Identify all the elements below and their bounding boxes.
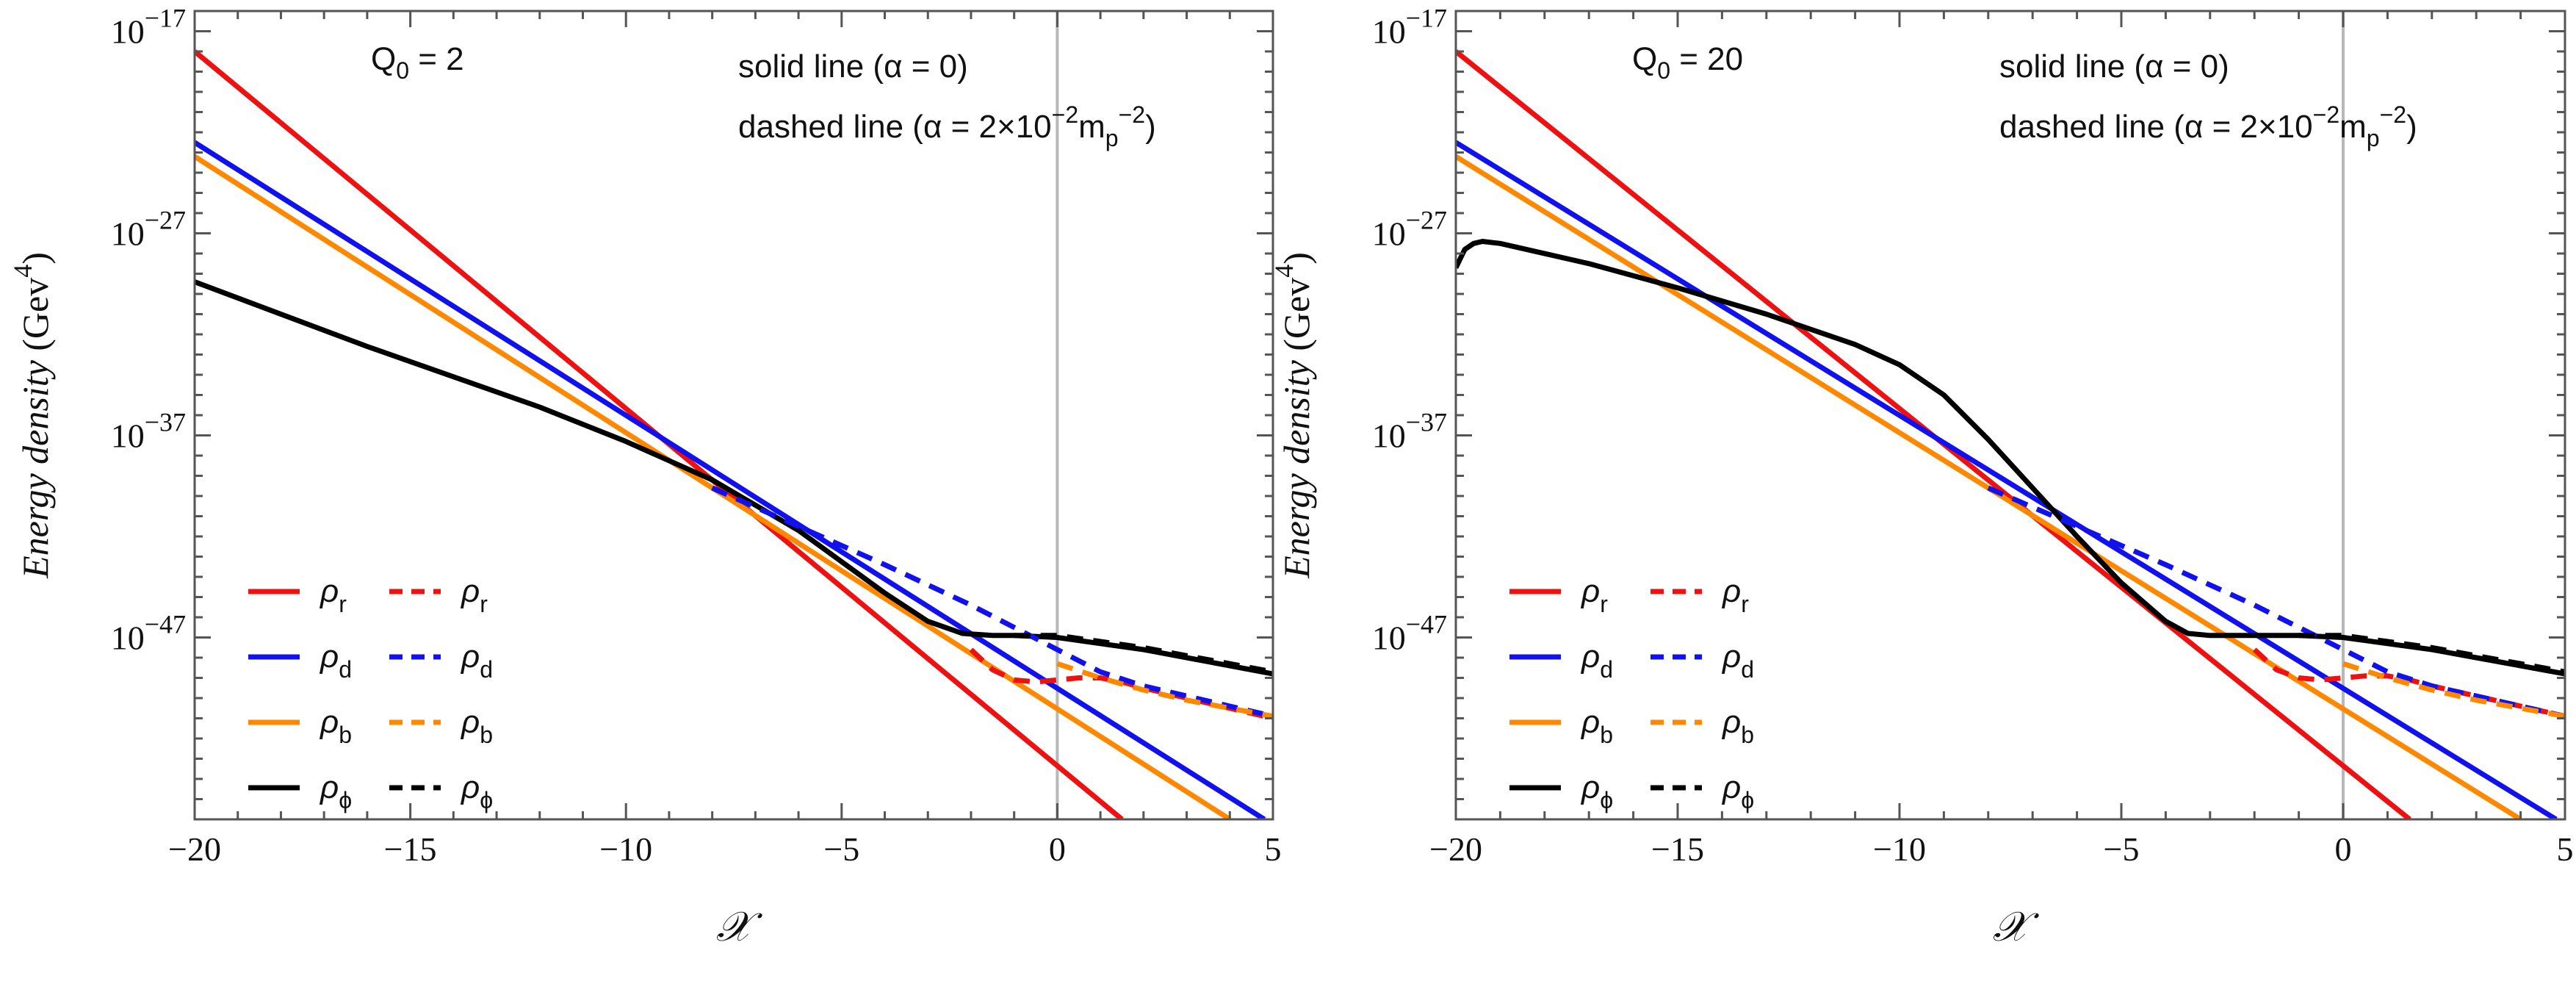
solid-line-note: solid line (α = 0) — [1999, 48, 2229, 85]
x-tick-label: 5 — [1265, 830, 1282, 868]
x-tick-label: 5 — [2557, 830, 2574, 868]
legend-label-d: ρd — [1721, 639, 1754, 683]
q0-annotation: Q0 = 2 — [371, 41, 464, 84]
x-tick-label: −10 — [599, 830, 652, 868]
y-tick-label: 10−17 — [111, 4, 186, 51]
series--solid — [195, 279, 1273, 677]
y-tick-label: 10−47 — [1372, 610, 1447, 657]
legend-label-r: ρr — [460, 573, 488, 617]
legend-label-r: ρr — [1580, 573, 1608, 617]
legend-label-ϕ: ρϕ — [460, 769, 493, 813]
legend-label-b: ρb — [1580, 704, 1613, 748]
series--dashed — [2298, 633, 2565, 675]
dashed-line-note: dashed line (α = 2×10−2mp−2) — [1999, 101, 2417, 151]
x-axis-label: 𝒳 — [716, 905, 763, 950]
series--solid — [1456, 239, 2565, 677]
series-b-dashed — [1056, 661, 1273, 719]
legend: ρr ρr ρd ρd ρb ρb ρϕ ρϕ — [1509, 573, 1754, 813]
solid-line-note: solid line (α = 0) — [738, 48, 968, 85]
y-axis-label: Energy density (Gev4) — [1269, 252, 1317, 579]
y-tick-label: 10−27 — [1372, 206, 1447, 253]
y-tick-label: 10−27 — [111, 206, 186, 253]
y-tick-label: 10−47 — [111, 610, 186, 657]
x-tick-label: −15 — [1651, 830, 1704, 868]
legend-label-b: ρb — [319, 704, 352, 748]
dashed-line-note: dashed line (α = 2×10−2mp−2) — [738, 101, 1156, 151]
legend-label-d: ρd — [319, 639, 352, 683]
x-tick-label: −10 — [1873, 830, 1926, 868]
x-tick-label: −5 — [2104, 830, 2140, 868]
series-d-solid — [195, 140, 1266, 819]
y-axis-label: Energy density (Gev4) — [8, 252, 56, 579]
series-d-dashed — [711, 485, 1273, 719]
legend-label-ϕ: ρϕ — [319, 769, 352, 813]
y-tick-label: 10−37 — [111, 408, 186, 455]
y-tick-label: 10−17 — [1372, 4, 1447, 51]
chart-panel-1: −20 −15 −10 −5 0 5 10−17 10−27 10−37 10−47 Energy … — [8, 4, 1282, 951]
series--dashed — [1014, 633, 1273, 675]
y-tick-label: 10−37 — [1372, 408, 1447, 455]
legend-label-ϕ: ρϕ — [1721, 769, 1754, 813]
x-tick-label: −5 — [823, 830, 859, 868]
legend-label-d: ρd — [1580, 639, 1613, 683]
series-b-dashed — [2342, 661, 2565, 719]
legend-label-ϕ: ρϕ — [1580, 769, 1613, 813]
x-tick-label: −20 — [1429, 830, 1482, 868]
legend-label-b: ρb — [1721, 704, 1754, 748]
legend: ρr ρr ρd ρd ρb ρb ρϕ ρϕ — [248, 573, 493, 813]
series-d-dashed — [1987, 485, 2565, 719]
legend-label-r: ρr — [1721, 573, 1749, 617]
chart-panel-2: −20 −15 −10 −5 0 5 10−17 10−27 10−37 10−47 Energy … — [1269, 4, 2574, 951]
x-tick-label: 0 — [1049, 830, 1066, 868]
legend-label-b: ρb — [460, 704, 493, 748]
q0-annotation: Q0 = 20 — [1632, 41, 1743, 84]
x-axis-label: 𝒳 — [1993, 905, 2040, 950]
series-d-solid — [1456, 140, 2558, 819]
x-tick-label: −20 — [168, 830, 221, 868]
x-tick-label: 0 — [2335, 830, 2352, 868]
x-tick-label: −15 — [384, 830, 437, 868]
legend-label-d: ρd — [460, 639, 493, 683]
legend-label-r: ρr — [319, 573, 347, 617]
